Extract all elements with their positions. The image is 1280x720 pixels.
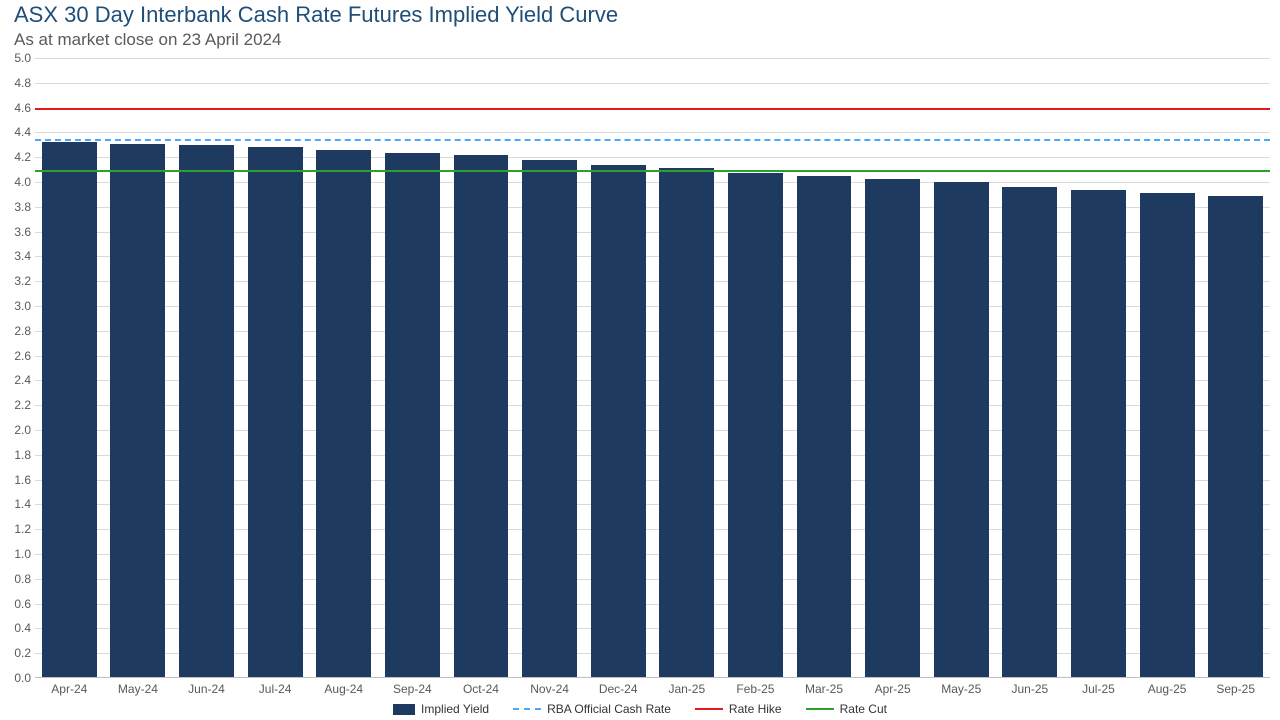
- bar: [316, 150, 371, 678]
- bar: [865, 179, 920, 678]
- bar: [659, 168, 714, 678]
- y-tick-label: 3.4: [3, 250, 31, 262]
- x-tick-label: Jul-24: [259, 682, 292, 696]
- x-tick-label: Apr-25: [875, 682, 911, 696]
- y-tick-label: 0.8: [3, 573, 31, 585]
- x-tick-label: May-25: [941, 682, 981, 696]
- legend-item: RBA Official Cash Rate: [513, 702, 671, 716]
- legend-item: Rate Hike: [695, 702, 782, 716]
- bar: [385, 153, 440, 678]
- y-tick-label: 2.4: [3, 374, 31, 386]
- bar: [1071, 190, 1126, 678]
- y-tick-label: 1.2: [3, 523, 31, 535]
- x-tick-label: Jan-25: [668, 682, 705, 696]
- bar: [1140, 193, 1195, 678]
- x-tick-label: Nov-24: [530, 682, 569, 696]
- y-tick-label: 1.0: [3, 548, 31, 560]
- legend-swatch-line: [513, 708, 541, 710]
- bar: [934, 182, 989, 678]
- legend-swatch-line: [695, 708, 723, 710]
- bar: [591, 165, 646, 678]
- plot-area: 0.00.20.40.60.81.01.21.41.61.82.02.22.42…: [35, 58, 1270, 678]
- bar: [1208, 196, 1263, 678]
- y-tick-label: 4.0: [3, 176, 31, 188]
- bar: [179, 145, 234, 678]
- legend-label: Rate Cut: [840, 702, 887, 716]
- y-tick-label: 1.6: [3, 474, 31, 486]
- y-tick-label: 4.8: [3, 77, 31, 89]
- x-tick-label: Apr-24: [51, 682, 87, 696]
- legend-swatch-box: [393, 704, 415, 715]
- x-tick-label: Aug-24: [324, 682, 363, 696]
- legend-item: Implied Yield: [393, 702, 489, 716]
- chart-subtitle: As at market close on 23 April 2024: [14, 30, 281, 50]
- bar: [110, 144, 165, 678]
- bar: [1002, 187, 1057, 678]
- bar: [454, 155, 509, 678]
- x-tick-label: Feb-25: [736, 682, 774, 696]
- bar: [522, 160, 577, 678]
- legend-swatch-line: [806, 708, 834, 710]
- legend-label: Implied Yield: [421, 702, 489, 716]
- y-tick-label: 5.0: [3, 52, 31, 64]
- y-tick-label: 4.4: [3, 126, 31, 138]
- chart-title: ASX 30 Day Interbank Cash Rate Futures I…: [14, 2, 618, 28]
- y-tick-label: 4.6: [3, 102, 31, 114]
- bar: [42, 142, 97, 678]
- y-tick-label: 0.6: [3, 598, 31, 610]
- legend-label: Rate Hike: [729, 702, 782, 716]
- y-tick-label: 1.8: [3, 449, 31, 461]
- bar: [797, 176, 852, 678]
- legend-label: RBA Official Cash Rate: [547, 702, 671, 716]
- x-tick-label: Jul-25: [1082, 682, 1115, 696]
- bar: [248, 147, 303, 678]
- x-tick-label: Dec-24: [599, 682, 638, 696]
- x-tick-label: Aug-25: [1148, 682, 1187, 696]
- x-tick-label: Oct-24: [463, 682, 499, 696]
- rate_hike-line: [35, 108, 1270, 110]
- y-tick-label: 1.4: [3, 498, 31, 510]
- y-tick-label: 4.2: [3, 151, 31, 163]
- legend: Implied Yield RBA Official Cash Rate Rate …: [0, 700, 1280, 718]
- y-tick-label: 3.6: [3, 226, 31, 238]
- chart-root: ASX 30 Day Interbank Cash Rate Futures I…: [0, 0, 1280, 720]
- x-tick-label: May-24: [118, 682, 158, 696]
- x-tick-label: Mar-25: [805, 682, 843, 696]
- y-tick-label: 2.0: [3, 424, 31, 436]
- y-tick-label: 0.2: [3, 647, 31, 659]
- x-tick-label: Jun-24: [188, 682, 225, 696]
- y-tick-label: 3.0: [3, 300, 31, 312]
- y-tick-label: 2.2: [3, 399, 31, 411]
- y-tick-label: 2.6: [3, 350, 31, 362]
- x-tick-label: Jun-25: [1012, 682, 1049, 696]
- bar: [728, 173, 783, 678]
- rate_cut-line: [35, 170, 1270, 172]
- y-tick-label: 3.8: [3, 201, 31, 213]
- y-tick-label: 3.2: [3, 275, 31, 287]
- y-tick-label: 0.0: [3, 672, 31, 684]
- x-axis-line: [35, 677, 1270, 678]
- x-tick-label: Sep-24: [393, 682, 432, 696]
- y-tick-label: 2.8: [3, 325, 31, 337]
- legend-item: Rate Cut: [806, 702, 887, 716]
- rba_cash_rate-line: [35, 139, 1270, 141]
- bars-area: Apr-24May-24Jun-24Jul-24Aug-24Sep-24Oct-…: [35, 58, 1270, 678]
- y-tick-label: 0.4: [3, 622, 31, 634]
- x-tick-label: Sep-25: [1216, 682, 1255, 696]
